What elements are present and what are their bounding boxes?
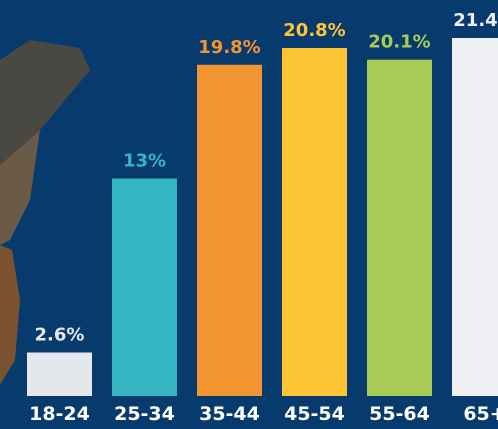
value-label: 20.8% — [283, 20, 345, 41]
x-tick-label: 35-44 — [199, 403, 260, 425]
bar — [452, 38, 498, 396]
x-tick-label: 45-54 — [284, 403, 345, 425]
value-label: 20.1% — [368, 32, 430, 53]
x-tick-label: 18-24 — [29, 403, 90, 425]
photo-arm — [0, 245, 20, 385]
x-tick-label: 65+ — [463, 403, 498, 425]
bar — [112, 178, 177, 396]
value-label: 2.6% — [35, 325, 85, 346]
value-label: 13% — [123, 151, 166, 172]
bar — [27, 352, 92, 396]
x-tick-label: 55-64 — [369, 403, 430, 425]
value-label: 19.8% — [198, 37, 260, 58]
plot: 2.6% 18-24 13% 25-34 19.8% 35-44 20.8% 45-54 20.… — [27, 10, 498, 425]
photo-decoration — [0, 40, 90, 385]
value-label: 21.4% — [453, 10, 498, 31]
x-tick-label: 25-34 — [114, 403, 175, 425]
photo-shadow — [0, 130, 40, 245]
bar — [367, 59, 432, 396]
photo-object — [0, 40, 90, 165]
bar — [282, 48, 347, 396]
bar — [197, 64, 262, 396]
